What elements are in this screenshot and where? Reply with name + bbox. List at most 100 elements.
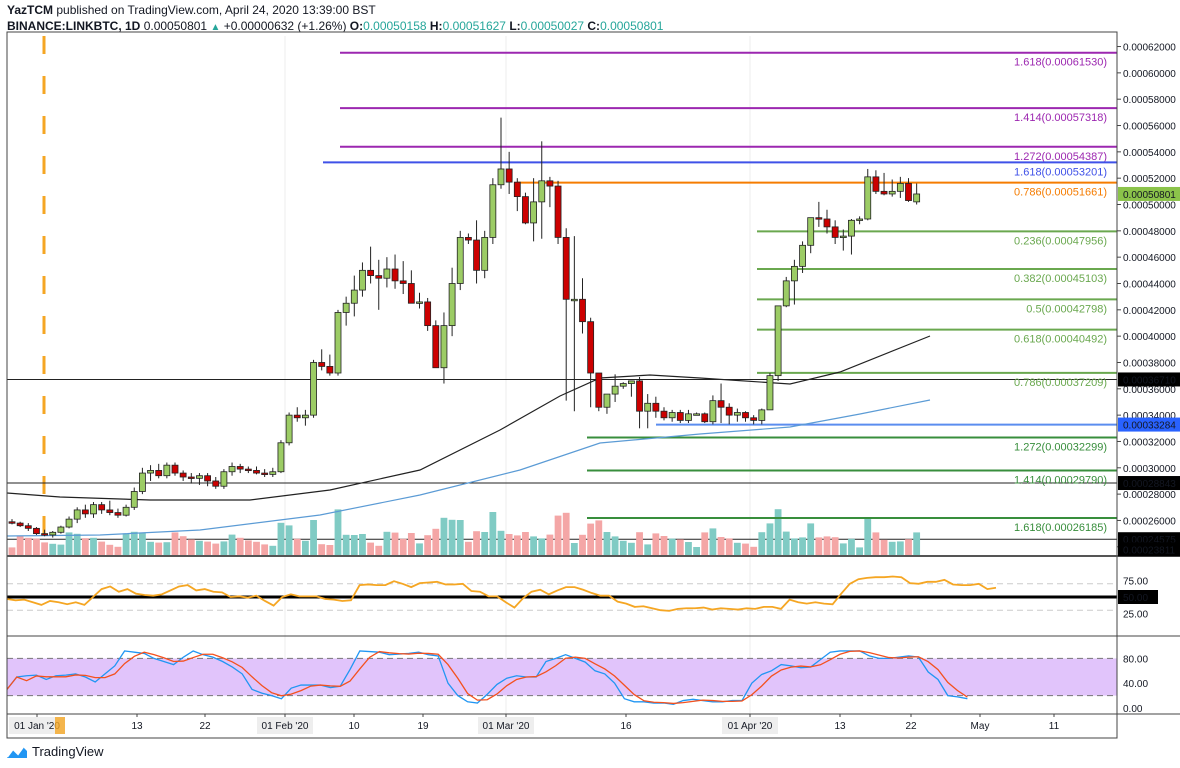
time-tick: 22	[199, 714, 211, 732]
price-tick: 0.00062000	[1123, 43, 1176, 54]
price-badge-support: 0.00033284	[1118, 417, 1180, 432]
fib-label: 0.618(0.00040492)	[1014, 334, 1107, 346]
last-price: 0.00050801	[143, 19, 208, 33]
price-tick: 0.00060000	[1123, 69, 1176, 80]
time-tick: 01 Mar '20	[478, 714, 534, 734]
svg-text:01 Feb '20: 01 Feb '20	[262, 721, 309, 732]
price-tick: 0.00034000	[1123, 411, 1176, 422]
stoch-rsi-pane: 80.00 40.00 0.00	[6, 650, 1148, 715]
time-tick: May	[971, 714, 990, 732]
up-triangle-icon: ▲	[210, 22, 221, 33]
svg-text:22: 22	[199, 721, 211, 732]
high-label: H:	[429, 19, 443, 33]
price-tick: 0.00048000	[1123, 227, 1176, 238]
svg-text:10: 10	[348, 721, 360, 732]
fib-level-0-786[interactable]: 0.786(0.00037209)	[757, 371, 1117, 389]
brand-name: TradingView	[32, 744, 104, 759]
close-label: C:	[587, 19, 601, 33]
svg-text:0.00024575: 0.00024575	[1123, 535, 1176, 546]
tradingview-logo-icon	[6, 745, 27, 758]
fib-label: 1.618(0.00053201)	[1014, 166, 1107, 178]
price-tick: 0.00058000	[1123, 95, 1176, 106]
fib-level-0-236[interactable]: 0.236(0.00047956)	[757, 230, 1117, 247]
price-tick: 0.00038000	[1123, 358, 1176, 369]
price-tick: 0.00052000	[1123, 174, 1176, 185]
price-badge-last-price: 0.00050801	[1118, 186, 1180, 201]
svg-text:01 Jan '20: 01 Jan '20	[14, 721, 60, 732]
fib-label: 0.786(0.00051661)	[1014, 187, 1107, 199]
volume-bars	[8, 509, 921, 556]
fib-level-0-786[interactable]: 0.786(0.00051661)	[517, 181, 1117, 199]
svg-text:25.00: 25.00	[1123, 610, 1148, 621]
tradingview-brand[interactable]: TradingView	[6, 744, 104, 759]
rsi-pane: 75.00 50.00 25.00	[6, 575, 1158, 621]
price-tick: 0.00046000	[1123, 253, 1176, 264]
price-tick: 0.00056000	[1123, 122, 1176, 133]
fib-level-1-618[interactable]: 1.618(0.00026185)	[587, 517, 1117, 534]
price-badge-horizontal-line: 0.00023811	[1118, 542, 1180, 557]
symbol-name: BINANCE:LINKBTC, 1D	[7, 19, 141, 33]
fib-level-1-272[interactable]: 1.272(0.00054387)	[340, 145, 1117, 163]
fib-level-1-414[interactable]: 1.414(0.00057318)	[340, 107, 1117, 124]
fib-level-1-618[interactable]: 1.618(0.00053201)	[323, 161, 1117, 178]
fib-level-1-414[interactable]: 1.414(0.00029790)	[587, 469, 1117, 487]
time-tick: 22	[905, 714, 917, 732]
price-badge-horizontal-line: 0.00028843	[1118, 476, 1180, 491]
publisher-line: YazTCM published on TradingView.com, Apr…	[7, 3, 376, 17]
svg-text:0.00050801: 0.00050801	[1123, 190, 1176, 201]
svg-text:75.00: 75.00	[1123, 577, 1148, 588]
fib-label: 0.786(0.00037209)	[1014, 377, 1107, 389]
svg-text:13: 13	[834, 721, 846, 732]
symbol-line: BINANCE:LINKBTC, 1D 0.00050801 ▲ +0.0000…	[7, 19, 663, 33]
fib-level-0-5[interactable]: 0.5(0.00042798)	[757, 298, 1117, 315]
svg-text:0.00036710: 0.00036710	[1123, 375, 1176, 386]
fib-label: 1.618(0.00061530)	[1014, 57, 1107, 69]
publisher-name[interactable]: YazTCM	[7, 3, 54, 17]
low-label: L:	[509, 19, 521, 33]
price-tick: 0.00054000	[1123, 148, 1176, 159]
price-tick: 0.00028000	[1123, 490, 1176, 501]
svg-text:50.00: 50.00	[1123, 593, 1148, 604]
fib-level-1-618[interactable]: 1.618(0.00061530)	[340, 51, 1117, 69]
time-tick: 10	[348, 714, 360, 732]
svg-text:01 Apr '20: 01 Apr '20	[728, 721, 773, 732]
high-value: 0.00051627	[442, 19, 506, 33]
fib-label: 1.414(0.00029790)	[1014, 475, 1107, 487]
price-badge-horizontal-line: 0.00036710	[1118, 372, 1180, 387]
svg-text:19: 19	[417, 721, 429, 732]
price-change: +0.00000632 (+1.26%)	[223, 19, 347, 33]
fib-level-0-382[interactable]: 0.382(0.00045103)	[757, 267, 1117, 285]
price-tick: 0.00044000	[1123, 279, 1176, 290]
price-tick: 0.00040000	[1123, 332, 1176, 343]
fib-label: 0.5(0.00042798)	[1026, 303, 1107, 315]
time-tick: 13	[131, 714, 143, 732]
price-tick: 0.00032000	[1123, 437, 1176, 448]
price-tick: 0.00026000	[1123, 516, 1176, 527]
svg-text:May: May	[971, 721, 990, 732]
fib-label: 0.236(0.00047956)	[1014, 235, 1107, 247]
fib-label: 1.272(0.00032299)	[1014, 442, 1107, 454]
svg-text:80.00: 80.00	[1123, 654, 1148, 665]
close-value: 0.00050801	[600, 19, 664, 33]
svg-text:11: 11	[1049, 721, 1060, 732]
open-label: O:	[349, 19, 364, 33]
svg-text:0.00033284: 0.00033284	[1123, 421, 1176, 432]
fib-label: 1.618(0.00026185)	[1014, 522, 1107, 534]
svg-text:0.00: 0.00	[1123, 704, 1143, 715]
fib-level-0-618[interactable]: 0.618(0.00040492)	[757, 328, 1117, 346]
svg-text:01 Mar '20: 01 Mar '20	[483, 721, 530, 732]
time-tick: 01 Feb '20	[257, 714, 313, 734]
time-tick: 01 Apr '20	[722, 714, 778, 734]
fibonacci-levels[interactable]: 1.618(0.00061530) 1.414(0.00057318) 1.272(…	[323, 51, 1117, 534]
time-tick: 13	[834, 714, 846, 732]
moving-averages	[6, 335, 931, 537]
price-tick: 0.00042000	[1123, 306, 1176, 317]
svg-text:22: 22	[905, 721, 917, 732]
svg-text:0.00028843: 0.00028843	[1123, 479, 1176, 490]
fib-level-1-272[interactable]: 1.272(0.00032299)	[587, 436, 1117, 454]
time-tick: 19	[417, 714, 429, 732]
price-tick: 0.00030000	[1123, 464, 1176, 475]
svg-text:40.00: 40.00	[1123, 679, 1148, 690]
open-value: 0.00050158	[363, 19, 427, 33]
